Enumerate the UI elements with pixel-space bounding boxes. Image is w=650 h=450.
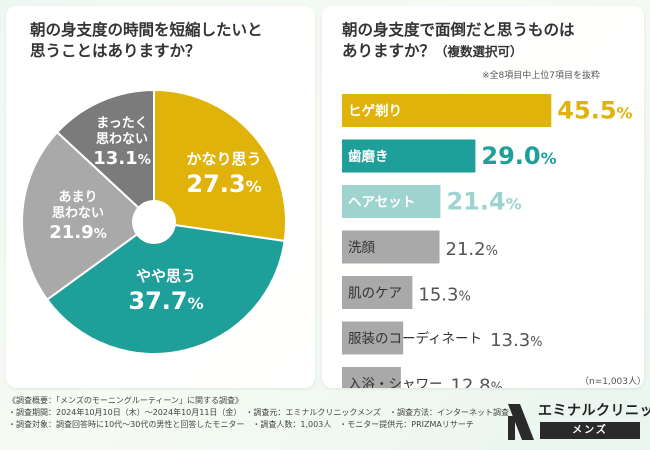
survey-summary-line-1: ・調査期間：2024年10月10日（木）～2024年10月11日（金） ・調査元… (8, 408, 509, 417)
pie-chart-title: 朝の身支度の時間を短縮したいと 思うことはありますか？ (30, 20, 263, 62)
pie-slice-3 (21, 130, 156, 301)
bar-2 (342, 139, 476, 173)
left-panel: 朝の身支度の時間を短縮したいと 思うことはありますか？ かなり思う 27.3% やや… (6, 6, 315, 388)
pie-slice-name-3-2: 思わない (52, 206, 104, 221)
bar-category-label-3: ヘアセット (348, 195, 415, 211)
bar-value-4: 21.2% (446, 239, 498, 260)
bar-row-5: 肌のケア 15.3% (342, 276, 471, 309)
bar-title-line-1: 朝の身支度で面倒だと思うものは (342, 21, 575, 39)
bar-value-3: 21.4% (446, 188, 521, 216)
pie-slice-value-1: 27.3% (186, 170, 261, 198)
bar-value-5: 15.3% (418, 285, 470, 306)
bar-7 (342, 367, 401, 388)
pie-chart: かなり思う27.3%やや思う37.7%あまり思わない21.9%まったく思わない1… (21, 88, 287, 355)
right-panel: 朝の身支度で面倒だと思うものは ありますか？（複数選択可） ※全8項目中上位7項… (322, 6, 647, 388)
bar-1 (342, 94, 552, 127)
bar-row-4: 洗顔 21.2% (342, 230, 498, 264)
bar-row-6: 服装のコーディネート 13.3% (342, 321, 543, 355)
bar-title-multiple-choice: （複数選択可） (435, 44, 523, 59)
bar-value-1: 45.5% (557, 97, 632, 125)
bar-row-3: ヘアセット 21.4% (342, 185, 522, 218)
pie-slice-name-4-2: 思わない (96, 132, 148, 147)
survey-summary: 《調査概要：「メンズのモーニングルーティーン」に関する調査》 ・調査期間：202… (8, 395, 509, 431)
bar-category-label-5: 肌のケア (348, 286, 402, 302)
bar-category-label-7: 入浴・シャワー (348, 377, 443, 389)
clinic-logo: エミナルクリニック メンズ (506, 398, 650, 446)
bar-value-6: 13.3% (490, 330, 542, 351)
logo-mark-icon (508, 404, 534, 440)
bar-row-1: ヒゲ剃り 45.5% (342, 94, 633, 127)
pie-label-2: やや思う 37.7% (128, 267, 203, 315)
bar-4 (342, 230, 440, 264)
bar-row-2: 歯磨き 29.0% (342, 139, 557, 173)
bar-value-2: 29.0% (481, 142, 556, 170)
pie-slice-name-1-1: かなり思う (186, 150, 261, 168)
pie-slice-name-2-1: やや思う (136, 267, 196, 285)
survey-summary-heading: 《調査概要：「メンズのモーニングルーティーン」に関する調査》 (8, 396, 243, 405)
pie-slice-value-3: 21.9% (49, 222, 106, 243)
bar-chart-title: 朝の身支度で面倒だと思うものは ありますか？（複数選択可） (342, 20, 575, 62)
pie-slice-name-4-1: まったく (96, 116, 147, 131)
bar-category-label-4: 洗顔 (348, 240, 375, 256)
logo-name: エミナルクリニック (538, 403, 650, 419)
pie-slice-value-4: 13.1% (93, 148, 150, 169)
bar-value-7: 12.8% (451, 376, 503, 389)
bar-5 (342, 276, 413, 309)
bar-6 (342, 321, 404, 355)
pie-title-line-1: 朝の身支度の時間を短縮したいと (30, 21, 263, 39)
pie-slice-4 (55, 88, 155, 225)
excerpt-note: ※全8項目中上位7項目を抜粋 (482, 71, 600, 81)
bar-title-line-2: ありますか？（複数選択可） (342, 41, 575, 62)
bar-title-question: ありますか？ (342, 42, 436, 60)
bar-3 (342, 185, 441, 218)
pie-slice-1 (153, 88, 287, 243)
pie-slice-value-2: 37.7% (128, 287, 203, 315)
bar-category-label-6: 服装のコーディネート (348, 330, 482, 347)
sample-size-note: （n=1,003人） (580, 377, 647, 387)
bar-row-7: 入浴・シャワー 12.8% (342, 367, 503, 388)
logo-sub-badge: メンズ (540, 422, 640, 439)
pie-label-1: かなり思う 27.3% (186, 150, 261, 198)
pie-slice-name-3-1: あまり (58, 190, 97, 205)
pie-center-hole (132, 200, 176, 244)
pie-title-line-2: 思うことはありますか？ (30, 42, 201, 60)
bar-category-label-2: 歯磨き (348, 148, 389, 165)
bar-chart: ヒゲ剃り 45.5% 歯磨き 29.0% ヘアセット 21.4% 洗顔 21.2% 肌のケア 15… (342, 94, 633, 388)
bar-category-label-1: ヒゲ剃り (348, 103, 402, 120)
survey-summary-line-2: ・調査対象：調査回答時に10代～30代の男性と回答したモニター ・調査人数：1,… (8, 420, 474, 429)
pie-slice-2 (45, 220, 286, 355)
